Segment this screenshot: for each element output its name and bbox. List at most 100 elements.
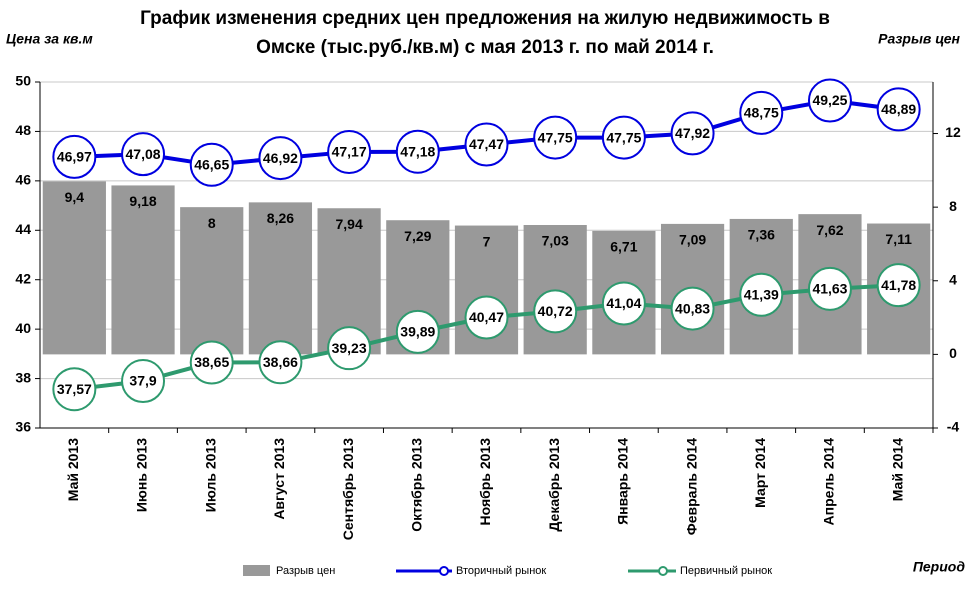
point-value-label: 38,65 — [194, 354, 229, 370]
point-value-label: 41,04 — [606, 295, 641, 311]
y-axis-label: Цена за кв.м — [6, 31, 93, 47]
point-marker — [739, 90, 784, 135]
point-value-label: 49,25 — [812, 92, 847, 108]
point-marker — [327, 129, 372, 174]
point-marker — [464, 122, 509, 167]
y-tick-label: 38 — [15, 369, 31, 385]
point-value-label: 40,47 — [469, 309, 504, 325]
bar — [42, 181, 106, 355]
point-value-label: 37,57 — [57, 381, 92, 397]
bar-value-label: 7,03 — [542, 233, 569, 249]
point-marker — [807, 78, 852, 123]
point-marker — [533, 289, 578, 334]
x-tick-label: Декабрь 2013 — [546, 438, 562, 532]
point-marker — [258, 136, 303, 181]
point-marker — [189, 142, 234, 187]
point-value-label: 48,75 — [744, 105, 779, 121]
y-tick-label: 42 — [15, 270, 31, 286]
point-value-label: 46,92 — [263, 150, 298, 166]
y-tick-label: 48 — [15, 122, 31, 138]
point-marker — [670, 286, 715, 331]
legend-label: Вторичный рынок — [456, 565, 546, 577]
point-marker — [52, 134, 97, 179]
y2-tick-label: -4 — [947, 419, 960, 435]
y2-tick-label: 12 — [945, 124, 961, 140]
legend: Разрыв цен Вторичный рынок Первичный рын… — [243, 565, 772, 577]
x-tick-label: Февраль 2014 — [683, 438, 699, 535]
legend-swatch — [658, 566, 668, 576]
bar-value-label: 7,09 — [679, 232, 706, 248]
point-marker — [464, 295, 509, 340]
point-marker — [601, 115, 646, 160]
x-tick-label: Октябрь 2013 — [409, 438, 425, 532]
point-marker — [327, 326, 372, 371]
point-value-label: 39,23 — [332, 340, 367, 356]
y2-tick-label: 4 — [949, 271, 957, 287]
point-marker — [739, 272, 784, 317]
bar-value-label: 7,11 — [885, 231, 912, 247]
bar-value-label: 8 — [208, 215, 216, 231]
chart-title: График изменения средних цен предложения… — [140, 8, 830, 58]
point-value-label: 40,72 — [538, 303, 573, 319]
point-marker — [533, 115, 578, 160]
x-tick-label: Май 2013 — [65, 438, 81, 501]
point-marker — [52, 367, 97, 412]
point-value-label: 47,08 — [126, 146, 161, 162]
point-marker — [189, 340, 234, 385]
x-tick-label: Январь 2014 — [615, 438, 631, 525]
y2-axis-label: Разрыв цен — [878, 31, 960, 47]
point-value-label: 46,97 — [57, 149, 92, 165]
point-marker — [121, 359, 166, 404]
point-value-label: 40,83 — [675, 300, 710, 316]
bar — [180, 207, 244, 355]
bar-value-label: 7,94 — [335, 216, 362, 232]
point-marker — [258, 340, 303, 385]
point-value-label: 41,78 — [881, 277, 916, 293]
y2-tick-label: 0 — [949, 345, 957, 361]
y-tick-label: 50 — [15, 73, 31, 89]
bar-value-label: 6,71 — [610, 239, 637, 255]
bar-value-label: 7 — [483, 233, 491, 249]
point-value-label: 46,65 — [194, 156, 229, 172]
point-marker — [395, 309, 440, 354]
x-tick-label: Апрель 2014 — [821, 438, 837, 526]
legend-swatch — [243, 565, 270, 576]
point-marker — [395, 129, 440, 174]
point-value-label: 47,17 — [332, 144, 367, 160]
point-value-label: 47,18 — [400, 143, 435, 159]
point-value-label: 38,66 — [263, 354, 298, 370]
x-tick-label: Июнь 2013 — [134, 438, 150, 512]
point-marker — [601, 281, 646, 326]
point-value-label: 37,9 — [129, 373, 156, 389]
point-value-label: 47,75 — [538, 129, 573, 145]
x-tick-label: Август 2013 — [271, 438, 287, 520]
y2-tick-label: 8 — [949, 198, 957, 214]
point-marker — [121, 132, 166, 177]
y-tick-label: 36 — [15, 419, 31, 435]
x-tick-label: Ноябрь 2013 — [477, 438, 493, 526]
x-axis-label: Период — [913, 559, 966, 575]
point-value-label: 39,89 — [400, 324, 435, 340]
legend-label: Разрыв цен — [276, 565, 335, 577]
point-marker — [876, 87, 921, 132]
point-value-label: 47,47 — [469, 136, 504, 152]
x-tick-label: Май 2014 — [889, 438, 905, 501]
bar-value-label: 7,62 — [816, 222, 843, 238]
bar-value-label: 7,29 — [404, 228, 431, 244]
point-value-label: 41,63 — [812, 281, 847, 297]
point-marker — [876, 263, 921, 308]
y-tick-label: 46 — [15, 172, 31, 188]
bar-value-label: 7,36 — [748, 227, 775, 243]
point-value-label: 47,92 — [675, 125, 710, 141]
y-tick-label: 40 — [15, 320, 31, 336]
point-marker — [670, 111, 715, 156]
bar-value-label: 9,4 — [65, 189, 85, 205]
legend-swatch — [439, 566, 449, 576]
x-tick-label: Март 2014 — [752, 438, 768, 508]
y-tick-label: 44 — [15, 221, 31, 237]
point-value-label: 48,89 — [881, 101, 916, 117]
point-value-label: 41,39 — [744, 286, 779, 302]
bar-value-label: 9,18 — [129, 193, 156, 209]
